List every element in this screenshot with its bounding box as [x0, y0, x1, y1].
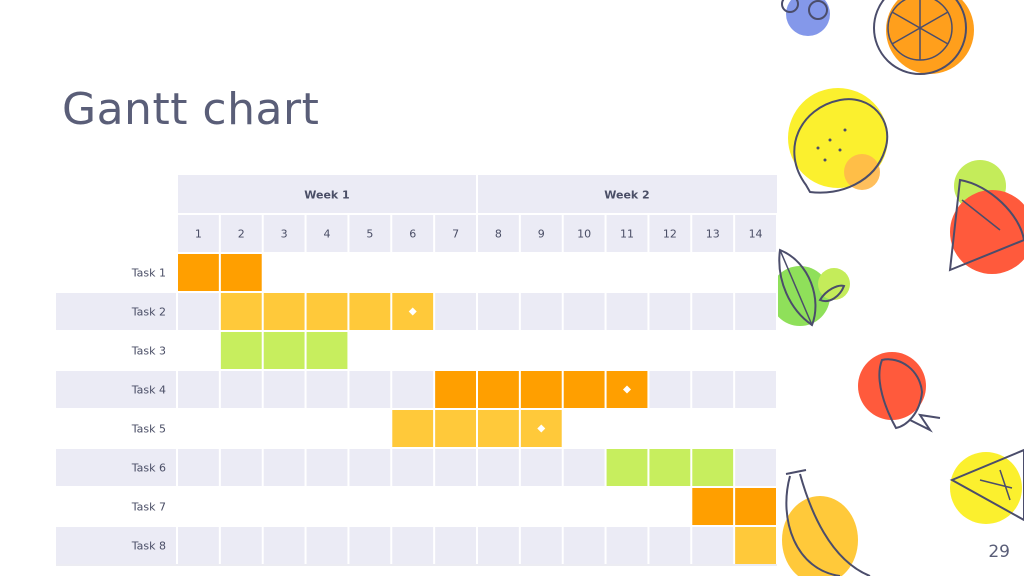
task-bar-cell	[605, 448, 649, 487]
day-label: 10	[577, 228, 591, 241]
task-label: Task 2	[131, 306, 166, 319]
day-label: 3	[281, 228, 288, 241]
week-label: Week 2	[604, 189, 649, 202]
task-label: Task 3	[131, 345, 166, 358]
day-label: 11	[620, 228, 634, 241]
task-bar-cell	[305, 331, 349, 370]
task-label: Task 8	[131, 540, 166, 553]
blueberry-icon	[781, 0, 830, 36]
task-bar-cell	[734, 487, 777, 526]
day-label: 14	[749, 228, 763, 241]
day-label: 6	[409, 228, 416, 241]
banana-icon	[782, 469, 871, 576]
task-bar-cell	[648, 448, 692, 487]
task-bar-cell	[434, 370, 477, 409]
task-bar-cell	[262, 292, 306, 331]
day-label: 2	[238, 228, 245, 241]
task-bar-cell	[691, 448, 735, 487]
task-label: Task 7	[131, 501, 166, 514]
task-label: Task 5	[131, 423, 166, 436]
task-bar-cell	[177, 253, 220, 292]
task-bar-cell	[219, 292, 263, 331]
task-bar-cell	[434, 409, 477, 448]
day-label: 5	[366, 228, 373, 241]
day-label: 1	[195, 228, 202, 241]
task-bar-cell	[476, 409, 520, 448]
day-label: 7	[452, 228, 459, 241]
task-bar-cell	[691, 487, 735, 526]
orange-slice-icon	[873, 0, 974, 75]
task-label: Task 6	[131, 462, 166, 475]
milestone-marker	[622, 385, 631, 394]
page-number: 29	[988, 542, 1010, 562]
watermelon-icon	[948, 160, 1024, 274]
task-bar-cell	[734, 526, 777, 565]
task-label: Task 1	[131, 267, 166, 280]
day-label: 9	[538, 228, 545, 241]
slide-title: Gantt chart	[62, 84, 320, 135]
milestone-marker	[408, 307, 417, 316]
task-bar-cell	[348, 292, 392, 331]
task-bar-cell	[262, 331, 306, 370]
lemon-icon	[788, 88, 889, 194]
strawberry-icon	[858, 352, 941, 433]
task-bar-cell	[519, 370, 563, 409]
task-bar-cell	[391, 409, 435, 448]
task-bar-cell	[305, 292, 349, 331]
lime-slice-icon	[949, 448, 1024, 524]
task-label: Task 4	[131, 384, 166, 397]
day-label: 4	[323, 228, 330, 241]
day-label: 8	[495, 228, 502, 241]
task-bar-cell	[476, 370, 520, 409]
day-label: 12	[663, 228, 677, 241]
week-label: Week 1	[304, 189, 349, 202]
milestone-marker	[537, 424, 546, 433]
task-bar-cell	[219, 253, 263, 292]
day-label: 13	[706, 228, 720, 241]
task-bar-cell	[219, 331, 263, 370]
task-bar-cell	[562, 370, 606, 409]
leaf-icon	[770, 248, 850, 327]
